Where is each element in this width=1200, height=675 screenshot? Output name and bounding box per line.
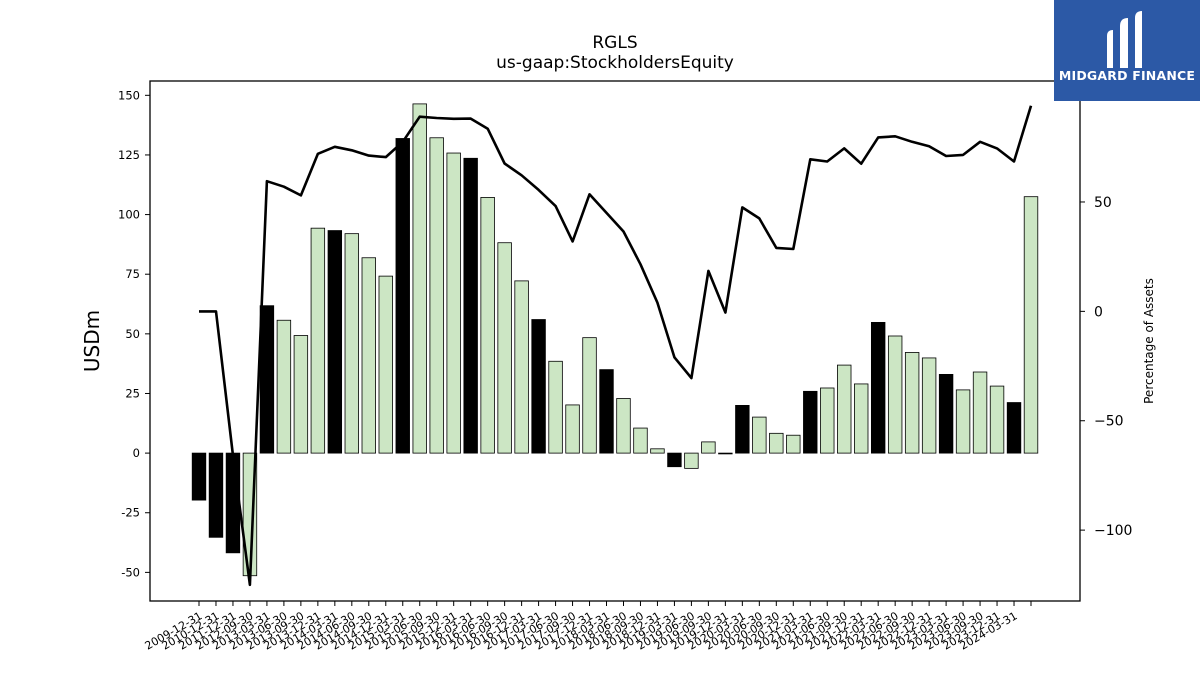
bar <box>820 387 835 454</box>
bar <box>955 389 971 454</box>
bar <box>446 152 461 454</box>
y2-axis-ticks: −100 −50 0 50 <box>1080 195 1132 539</box>
brand-mark-icon <box>1107 11 1142 68</box>
y-tick-label: 75 <box>125 267 140 281</box>
bar <box>582 337 597 454</box>
bar <box>616 398 631 454</box>
y2-tick-label: −50 <box>1094 414 1124 430</box>
bar <box>667 452 682 468</box>
bar <box>1006 402 1022 454</box>
bar <box>854 383 869 454</box>
y-tick-label: 125 <box>118 148 140 162</box>
bar <box>293 335 309 454</box>
bar <box>989 385 1005 454</box>
bar <box>599 369 614 454</box>
bar <box>344 233 360 454</box>
y-tick-label: 50 <box>125 327 140 341</box>
bar <box>191 452 207 501</box>
plot-frame <box>149 80 1081 602</box>
bar <box>310 227 326 454</box>
bar <box>904 352 920 454</box>
bar <box>803 390 818 454</box>
y-tick-label: 0 <box>133 446 140 460</box>
bar <box>870 321 886 454</box>
bar <box>921 357 937 454</box>
bar <box>276 319 292 454</box>
y2-tick-label: 0 <box>1094 304 1103 320</box>
bar <box>938 373 954 454</box>
brand-name: MIDGARD FINANCE <box>1058 68 1196 83</box>
bar <box>769 432 784 454</box>
bar <box>327 230 343 454</box>
bar <box>1023 196 1039 454</box>
y-tick-label: 150 <box>118 88 140 102</box>
bar-series <box>191 103 1039 577</box>
y-tick-label: 25 <box>125 386 140 400</box>
y-axis-label: USDm <box>80 310 104 372</box>
bar <box>225 452 241 554</box>
y-axis-ticks: -50 -25 0 25 50 75 100 125 150 <box>118 88 150 579</box>
bar <box>887 335 903 454</box>
bar <box>480 197 495 454</box>
bar <box>463 157 478 454</box>
bar <box>684 452 699 469</box>
bar <box>752 416 767 454</box>
bar <box>786 434 801 454</box>
chart-title: RGLS <box>592 33 638 53</box>
bar <box>412 103 427 454</box>
bar <box>972 371 988 454</box>
y2-tick-label: 50 <box>1094 195 1112 211</box>
chart-subtitle: us-gaap:StockholdersEquity <box>496 53 734 73</box>
bar <box>395 138 410 454</box>
bar <box>259 305 275 454</box>
bar <box>701 441 716 454</box>
bar <box>650 448 665 454</box>
bar <box>208 452 224 538</box>
y2-tick-label: −100 <box>1094 523 1132 539</box>
bar <box>531 319 546 454</box>
bar <box>497 242 512 454</box>
bar <box>565 404 580 454</box>
y-tick-label: 100 <box>118 208 140 222</box>
bar <box>735 405 750 454</box>
y-tick-label: -50 <box>121 565 140 579</box>
bar <box>837 364 852 454</box>
percentage-line <box>199 105 1033 587</box>
bar <box>361 257 376 454</box>
bar <box>514 280 529 454</box>
bar <box>429 137 444 454</box>
bar <box>718 452 733 455</box>
y-tick-label: -25 <box>121 506 140 520</box>
bar <box>548 360 563 454</box>
bar <box>633 427 648 454</box>
bar <box>378 275 393 454</box>
y2-axis-label: Percentage of Assets <box>1142 278 1156 404</box>
x-axis-ticks: 2009-12-312010-12-312011-12-312012-09-30… <box>143 601 1032 653</box>
